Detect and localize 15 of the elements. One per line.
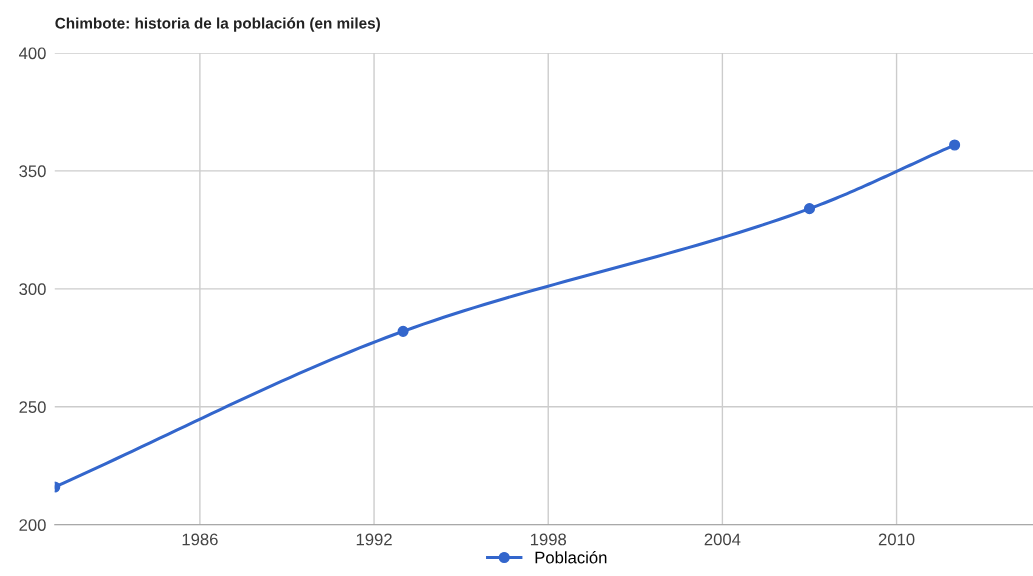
y-tick-label: 400 bbox=[18, 47, 46, 60]
y-tick-label: 250 bbox=[19, 401, 46, 413]
legend-label: Población bbox=[535, 551, 607, 564]
x-tick-label: 2004 bbox=[704, 533, 741, 546]
x-tick-label: 1986 bbox=[182, 533, 218, 546]
x-tick-label: 1992 bbox=[356, 533, 392, 546]
x-tick-label: 1998 bbox=[530, 533, 567, 546]
y-tick-label: 300 bbox=[19, 283, 46, 296]
y-tick-label: 350 bbox=[19, 165, 46, 178]
point bbox=[949, 139, 961, 151]
x-tick-label: 2010 bbox=[878, 533, 915, 546]
point bbox=[803, 203, 816, 215]
point bbox=[397, 325, 409, 337]
chart-title: Chimbote: historia de la población (en miles) bbox=[55, 17, 380, 32]
y-tick-label: 200 bbox=[19, 519, 46, 531]
